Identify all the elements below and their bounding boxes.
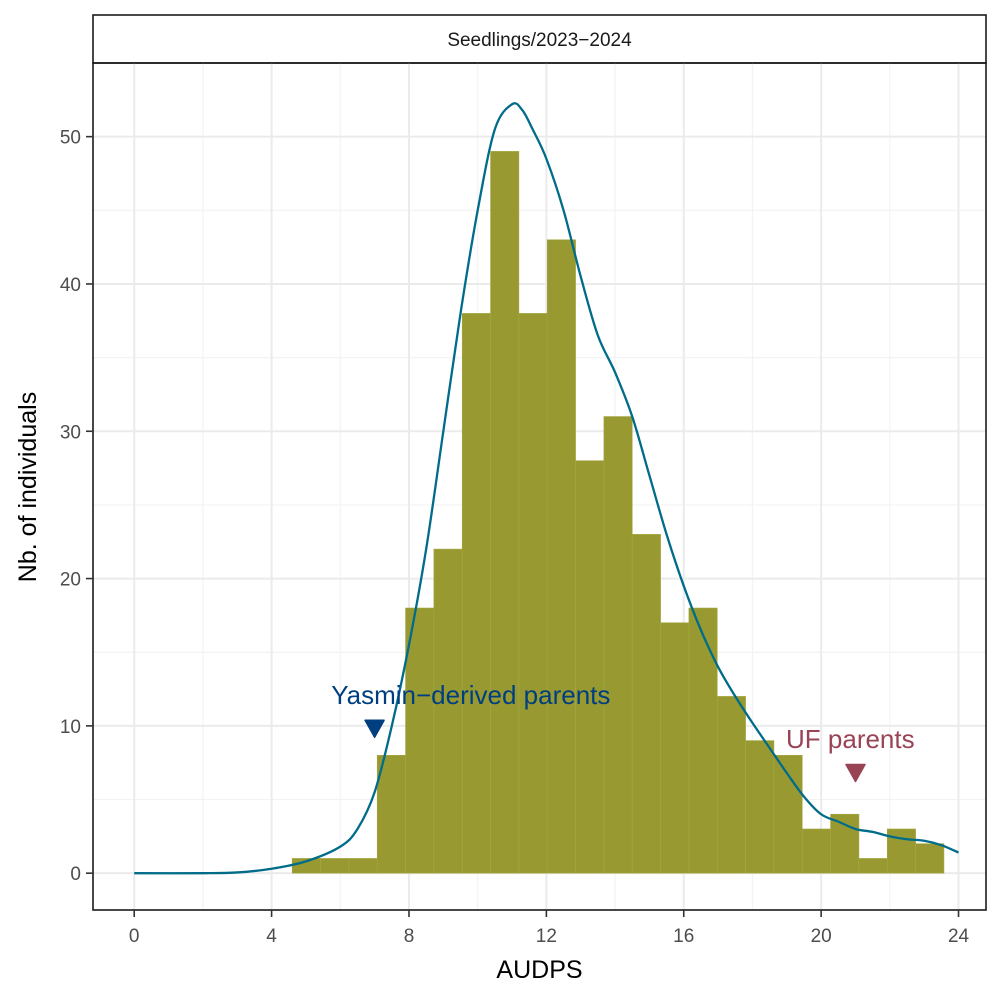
histogram-bar — [518, 313, 548, 874]
histogram-bar — [575, 460, 605, 874]
y-axis: 0 10 20 30 40 50 — [60, 128, 93, 885]
histogram-bar — [830, 813, 860, 874]
histogram-bar — [348, 858, 378, 874]
histogram-bar — [603, 416, 633, 874]
density-curve — [134, 102, 959, 875]
x-axis-title: AUDPS — [496, 956, 582, 984]
x-tick-label: 16 — [673, 926, 694, 947]
facet-strip: Seedlings/2023−2024 — [92, 14, 987, 64]
x-tick-label: 0 — [129, 926, 140, 947]
annotation-label: Yasmin−derived parents — [331, 680, 610, 710]
histogram-bar — [688, 607, 718, 874]
y-axis-title: Nb. of individuals — [14, 392, 42, 582]
histogram-bar — [716, 696, 746, 874]
y-tick-label: 0 — [70, 864, 81, 885]
histogram-bar — [745, 740, 775, 874]
y-tick-label: 20 — [60, 570, 81, 591]
facet-strip-box — [92, 14, 987, 64]
x-tick-label: 8 — [404, 926, 415, 947]
y-tick-label: 40 — [60, 275, 81, 296]
annotation-marker — [845, 763, 866, 783]
facet-strip-label: Seedlings/2023−2024 — [447, 30, 632, 51]
histogram-bar — [433, 548, 463, 874]
histogram-bar — [631, 534, 661, 874]
histogram-bar — [858, 858, 888, 874]
y-tick-label: 50 — [60, 128, 81, 149]
x-tick-label: 20 — [811, 926, 832, 947]
annotation-marker — [364, 719, 385, 739]
histogram-bar — [915, 843, 945, 874]
annotations: Yasmin−derived parents UF parents — [331, 680, 915, 783]
histogram-bar — [660, 622, 690, 874]
histogram-bar — [320, 858, 350, 874]
panel-border — [92, 62, 987, 911]
histogram-bar — [461, 313, 491, 874]
histogram-bars — [291, 151, 945, 874]
histogram-bar — [376, 755, 406, 874]
histogram-bar — [801, 828, 831, 874]
x-tick-label: 4 — [266, 926, 277, 947]
annotation-label: UF parents — [786, 724, 915, 754]
x-tick-label: 12 — [536, 926, 557, 947]
y-tick-label: 30 — [60, 422, 81, 443]
histogram-bar — [546, 239, 576, 874]
histogram-bar — [490, 151, 520, 874]
y-tick-label: 10 — [60, 717, 81, 738]
x-tick-label: 24 — [948, 926, 970, 947]
histogram-bar — [405, 607, 435, 874]
x-axis: 0 4 8 12 16 20 24 — [129, 910, 970, 947]
